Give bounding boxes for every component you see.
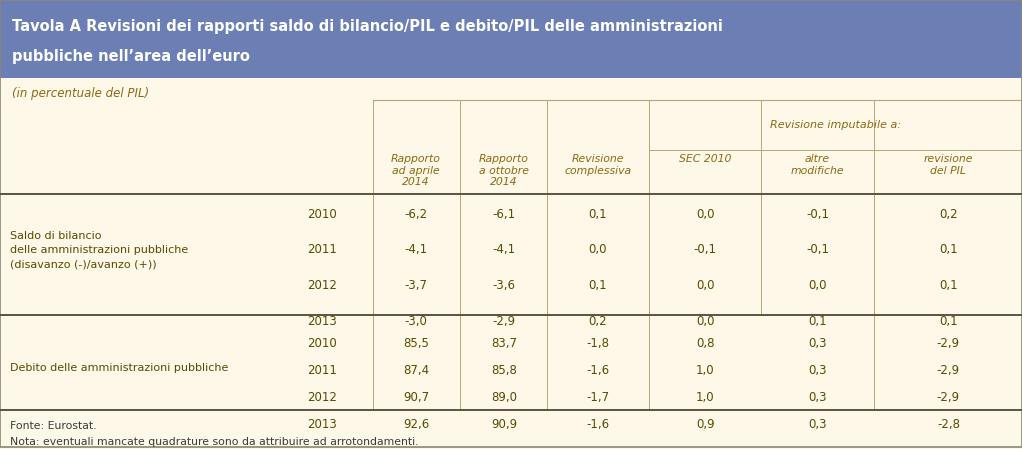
Text: 0,3: 0,3 [808, 391, 827, 404]
Text: 0,3: 0,3 [808, 364, 827, 377]
Text: 2012: 2012 [307, 279, 337, 292]
Text: Tavola A Revisioni dei rapporti saldo di bilancio/PIL e debito/PIL delle amminis: Tavola A Revisioni dei rapporti saldo di… [12, 19, 724, 34]
Text: 0,1: 0,1 [939, 279, 958, 292]
Text: 1,0: 1,0 [696, 364, 714, 377]
Text: 0,8: 0,8 [696, 337, 714, 350]
Text: -4,1: -4,1 [493, 243, 515, 256]
Text: 2012: 2012 [307, 391, 337, 404]
Text: 1,0: 1,0 [696, 391, 714, 404]
Text: 83,7: 83,7 [491, 337, 517, 350]
Text: -1,8: -1,8 [587, 337, 609, 350]
Text: altre
modifiche: altre modifiche [791, 154, 844, 176]
Text: 0,3: 0,3 [808, 337, 827, 350]
Text: 0,3: 0,3 [808, 418, 827, 431]
Text: SEC 2010: SEC 2010 [679, 154, 732, 164]
Text: -6,1: -6,1 [493, 208, 515, 220]
Text: 2011: 2011 [307, 243, 337, 256]
Text: Revisione
complessiva: Revisione complessiva [564, 154, 632, 176]
FancyBboxPatch shape [0, 0, 1022, 78]
Text: 2013: 2013 [307, 315, 337, 328]
Text: -1,6: -1,6 [587, 418, 609, 431]
Text: Revisione imputabile a:: Revisione imputabile a: [770, 120, 901, 130]
Text: -6,2: -6,2 [405, 208, 427, 220]
Text: -2,9: -2,9 [937, 337, 960, 350]
Text: 0,1: 0,1 [939, 315, 958, 328]
Text: 0,0: 0,0 [696, 315, 714, 328]
Text: revisione
del PIL: revisione del PIL [924, 154, 973, 176]
Text: 90,9: 90,9 [491, 418, 517, 431]
Text: 0,0: 0,0 [696, 279, 714, 292]
Text: 92,6: 92,6 [403, 418, 429, 431]
Text: -1,7: -1,7 [587, 391, 609, 404]
Text: 0,0: 0,0 [696, 208, 714, 220]
Text: 89,0: 89,0 [491, 391, 517, 404]
Text: 2010: 2010 [307, 337, 337, 350]
Text: 90,7: 90,7 [403, 391, 429, 404]
Text: Rapporto
a ottobre
2014: Rapporto a ottobre 2014 [479, 154, 528, 187]
Text: -0,1: -0,1 [806, 208, 829, 220]
Text: Saldo di bilancio
delle amministrazioni pubbliche
(disavanzo (-)/avanzo (+)): Saldo di bilancio delle amministrazioni … [10, 231, 188, 269]
Text: -2,9: -2,9 [937, 391, 960, 404]
Text: 0,1: 0,1 [808, 315, 827, 328]
Text: -2,9: -2,9 [937, 364, 960, 377]
Text: -1,6: -1,6 [587, 364, 609, 377]
Text: Rapporto
ad aprile
2014: Rapporto ad aprile 2014 [391, 154, 440, 187]
Text: 0,0: 0,0 [589, 243, 607, 256]
Text: Fonte: Eurostat.: Fonte: Eurostat. [10, 421, 97, 431]
Text: 85,8: 85,8 [491, 364, 517, 377]
Text: -3,7: -3,7 [405, 279, 427, 292]
Text: -0,1: -0,1 [694, 243, 716, 256]
Text: Nota: eventuali mancate quadrature sono da attribuire ad arrotondamenti.: Nota: eventuali mancate quadrature sono … [10, 437, 419, 447]
Text: 2011: 2011 [307, 364, 337, 377]
Text: 2013: 2013 [307, 418, 337, 431]
Text: -2,9: -2,9 [493, 315, 515, 328]
Text: 0,2: 0,2 [939, 208, 958, 220]
Text: pubbliche nell’area dell’euro: pubbliche nell’area dell’euro [12, 49, 250, 64]
Text: 2010: 2010 [307, 208, 337, 220]
Text: -4,1: -4,1 [405, 243, 427, 256]
Text: (in percentuale del PIL): (in percentuale del PIL) [12, 87, 149, 100]
Text: 85,5: 85,5 [403, 337, 429, 350]
Text: Debito delle amministrazioni pubbliche: Debito delle amministrazioni pubbliche [10, 363, 229, 374]
Text: 0,0: 0,0 [808, 279, 827, 292]
Text: 0,2: 0,2 [589, 315, 607, 328]
Text: -0,1: -0,1 [806, 243, 829, 256]
Text: 87,4: 87,4 [403, 364, 429, 377]
Text: -3,6: -3,6 [493, 279, 515, 292]
Text: 0,1: 0,1 [589, 279, 607, 292]
Text: -3,0: -3,0 [405, 315, 427, 328]
Text: -2,8: -2,8 [937, 418, 960, 431]
Text: 0,9: 0,9 [696, 418, 714, 431]
Text: 0,1: 0,1 [589, 208, 607, 220]
Text: 0,1: 0,1 [939, 243, 958, 256]
